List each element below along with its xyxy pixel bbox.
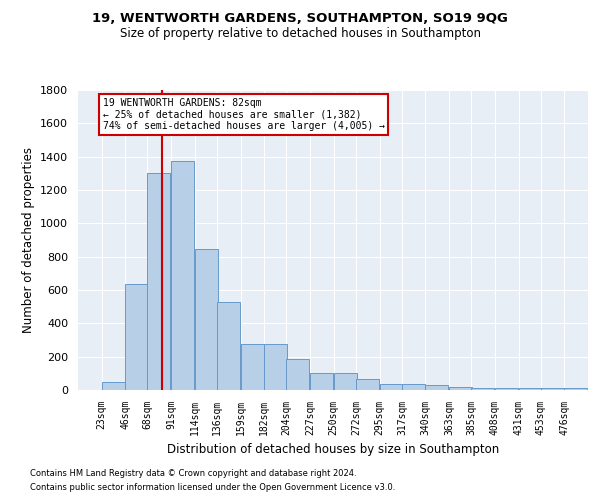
- Text: Contains public sector information licensed under the Open Government Licence v3: Contains public sector information licen…: [30, 484, 395, 492]
- Bar: [310, 372, 333, 390]
- Text: Size of property relative to detached houses in Southampton: Size of property relative to detached ho…: [119, 28, 481, 40]
- Bar: [518, 388, 541, 390]
- Bar: [264, 344, 287, 390]
- Bar: [541, 388, 564, 390]
- Bar: [125, 284, 148, 390]
- Bar: [286, 359, 310, 390]
- Bar: [334, 372, 356, 390]
- Bar: [472, 388, 494, 390]
- Y-axis label: Number of detached properties: Number of detached properties: [22, 147, 35, 333]
- Bar: [356, 379, 379, 390]
- Text: 19, WENTWORTH GARDENS, SOUTHAMPTON, SO19 9QG: 19, WENTWORTH GARDENS, SOUTHAMPTON, SO19…: [92, 12, 508, 26]
- Bar: [449, 386, 472, 390]
- Bar: [380, 384, 403, 390]
- Bar: [194, 249, 218, 390]
- Bar: [148, 172, 170, 390]
- Bar: [425, 385, 448, 390]
- Bar: [101, 382, 125, 390]
- Bar: [171, 161, 194, 390]
- Bar: [565, 388, 587, 390]
- Bar: [241, 344, 263, 390]
- Bar: [495, 388, 518, 390]
- Text: Contains HM Land Registry data © Crown copyright and database right 2024.: Contains HM Land Registry data © Crown c…: [30, 468, 356, 477]
- Bar: [217, 302, 240, 390]
- X-axis label: Distribution of detached houses by size in Southampton: Distribution of detached houses by size …: [167, 444, 499, 456]
- Text: 19 WENTWORTH GARDENS: 82sqm
← 25% of detached houses are smaller (1,382)
74% of : 19 WENTWORTH GARDENS: 82sqm ← 25% of det…: [103, 98, 385, 130]
- Bar: [402, 384, 425, 390]
